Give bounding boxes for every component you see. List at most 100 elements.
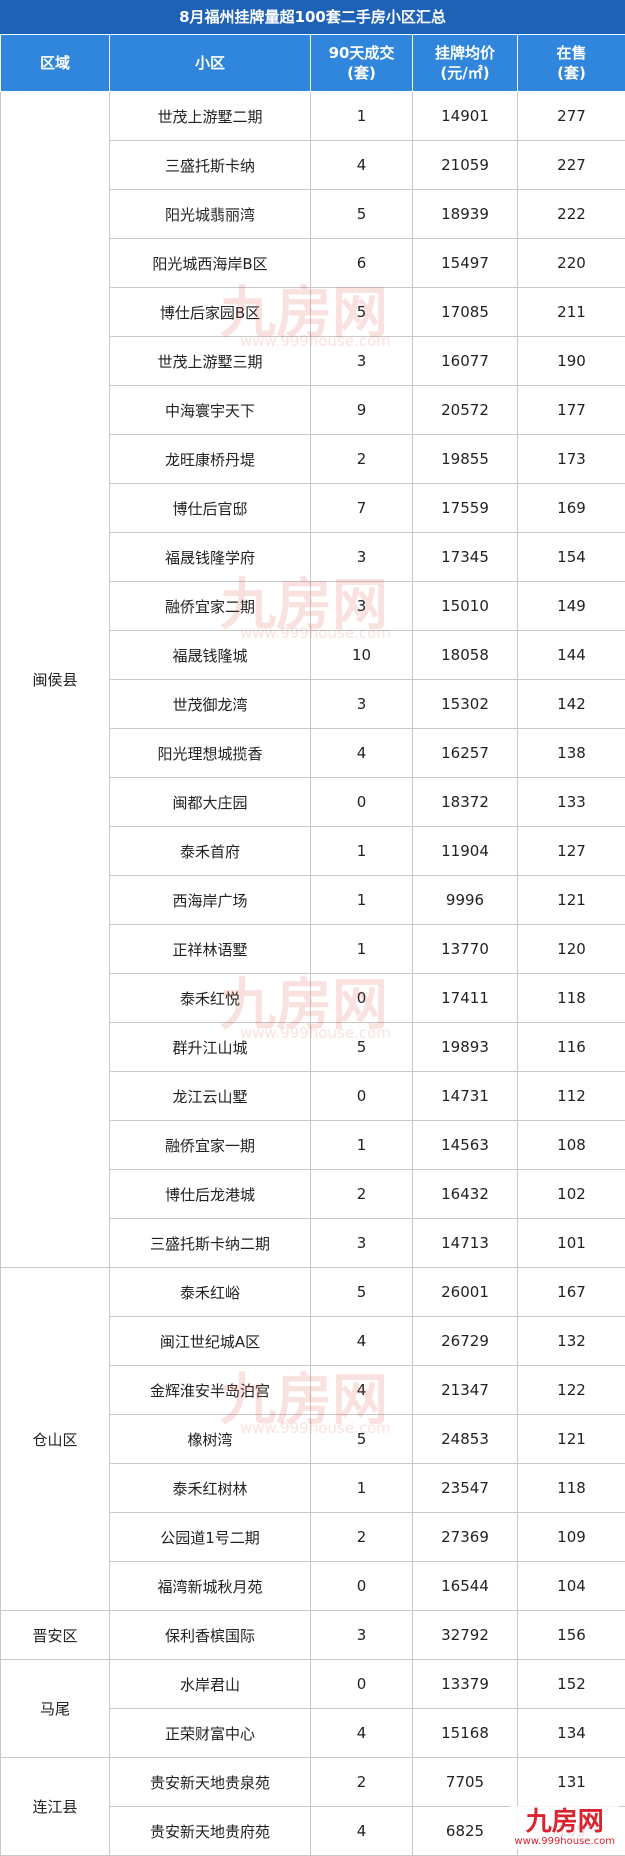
price-cell: 18939 bbox=[413, 190, 518, 239]
stock-cell: 108 bbox=[518, 1121, 625, 1170]
deals-cell: 0 bbox=[311, 1660, 413, 1709]
community-cell: 泰禾首府 bbox=[110, 827, 311, 876]
deals-cell: 5 bbox=[311, 190, 413, 239]
stock-cell: 109 bbox=[518, 1513, 625, 1562]
deals-cell: 3 bbox=[311, 337, 413, 386]
price-cell: 18058 bbox=[413, 631, 518, 680]
price-cell: 23547 bbox=[413, 1464, 518, 1513]
deals-cell: 7 bbox=[311, 484, 413, 533]
deals-cell: 1 bbox=[311, 827, 413, 876]
community-cell: 融侨宜家一期 bbox=[110, 1121, 311, 1170]
table-title: 8月福州挂牌量超100套二手房小区汇总 bbox=[0, 0, 625, 34]
stock-cell: 132 bbox=[518, 1317, 625, 1366]
price-cell: 19893 bbox=[413, 1023, 518, 1072]
stock-cell: 122 bbox=[518, 1366, 625, 1415]
deals-cell: 1 bbox=[311, 876, 413, 925]
deals-cell: 6 bbox=[311, 239, 413, 288]
community-cell: 龙旺康桥丹堤 bbox=[110, 435, 311, 484]
community-cell: 闽江世纪城A区 bbox=[110, 1317, 311, 1366]
logo-brand: 九房网 bbox=[514, 1808, 615, 1836]
stock-cell: 152 bbox=[518, 1660, 625, 1709]
region-cell: 晋安区 bbox=[1, 1611, 110, 1660]
community-cell: 福晟钱隆学府 bbox=[110, 533, 311, 582]
price-cell: 17085 bbox=[413, 288, 518, 337]
deals-cell: 5 bbox=[311, 1415, 413, 1464]
community-cell: 三盛托斯卡纳 bbox=[110, 141, 311, 190]
deals-cell: 0 bbox=[311, 1562, 413, 1611]
price-cell: 24853 bbox=[413, 1415, 518, 1464]
community-cell: 世茂上游墅二期 bbox=[110, 92, 311, 141]
community-cell: 泰禾红悦 bbox=[110, 974, 311, 1023]
community-cell: 贵安新天地贵府苑 bbox=[110, 1807, 311, 1856]
community-cell: 三盛托斯卡纳二期 bbox=[110, 1219, 311, 1268]
deals-cell: 4 bbox=[311, 141, 413, 190]
community-cell: 水岸君山 bbox=[110, 1660, 311, 1709]
community-cell: 阳光理想城揽香 bbox=[110, 729, 311, 778]
community-cell: 阳光城翡丽湾 bbox=[110, 190, 311, 239]
region-cell: 连江县 bbox=[1, 1758, 110, 1856]
deals-cell: 2 bbox=[311, 1513, 413, 1562]
deals-cell: 4 bbox=[311, 1807, 413, 1856]
stock-cell: 112 bbox=[518, 1072, 625, 1121]
region-cell: 仓山区 bbox=[1, 1268, 110, 1611]
stock-cell: 121 bbox=[518, 876, 625, 925]
deals-cell: 0 bbox=[311, 974, 413, 1023]
community-cell: 西海岸广场 bbox=[110, 876, 311, 925]
community-cell: 阳光城西海岸B区 bbox=[110, 239, 311, 288]
column-header: 小区 bbox=[110, 35, 311, 92]
community-cell: 金辉淮安半岛泊宫 bbox=[110, 1366, 311, 1415]
deals-cell: 0 bbox=[311, 778, 413, 827]
deals-cell: 5 bbox=[311, 1023, 413, 1072]
community-cell: 世茂御龙湾 bbox=[110, 680, 311, 729]
deals-cell: 5 bbox=[311, 1268, 413, 1317]
price-cell: 14713 bbox=[413, 1219, 518, 1268]
column-header: 挂牌均价 (元/㎡) bbox=[413, 35, 518, 92]
community-cell: 闽都大庄园 bbox=[110, 778, 311, 827]
community-cell: 博仕后龙港城 bbox=[110, 1170, 311, 1219]
stock-cell: 104 bbox=[518, 1562, 625, 1611]
community-cell: 博仕后家园B区 bbox=[110, 288, 311, 337]
price-cell: 15010 bbox=[413, 582, 518, 631]
community-cell: 正荣财富中心 bbox=[110, 1709, 311, 1758]
stock-cell: 222 bbox=[518, 190, 625, 239]
stock-cell: 101 bbox=[518, 1219, 625, 1268]
community-cell: 贵安新天地贵泉苑 bbox=[110, 1758, 311, 1807]
stock-cell: 116 bbox=[518, 1023, 625, 1072]
stock-cell: 134 bbox=[518, 1709, 625, 1758]
community-cell: 中海寰宇天下 bbox=[110, 386, 311, 435]
deals-cell: 4 bbox=[311, 1317, 413, 1366]
community-cell: 融侨宜家二期 bbox=[110, 582, 311, 631]
stock-cell: 211 bbox=[518, 288, 625, 337]
column-header: 90天成交 (套) bbox=[311, 35, 413, 92]
price-cell: 15168 bbox=[413, 1709, 518, 1758]
deals-cell: 2 bbox=[311, 1170, 413, 1219]
price-cell: 11904 bbox=[413, 827, 518, 876]
price-cell: 21347 bbox=[413, 1366, 518, 1415]
price-cell: 32792 bbox=[413, 1611, 518, 1660]
stock-cell: 118 bbox=[518, 974, 625, 1023]
logo-url: www.999house.com bbox=[514, 1836, 615, 1847]
stock-cell: 169 bbox=[518, 484, 625, 533]
price-cell: 27369 bbox=[413, 1513, 518, 1562]
deals-cell: 4 bbox=[311, 729, 413, 778]
stock-cell: 190 bbox=[518, 337, 625, 386]
stock-cell: 142 bbox=[518, 680, 625, 729]
price-cell: 18372 bbox=[413, 778, 518, 827]
stock-cell: 138 bbox=[518, 729, 625, 778]
deals-cell: 10 bbox=[311, 631, 413, 680]
column-header: 在售 (套) bbox=[518, 35, 625, 92]
stock-cell: 227 bbox=[518, 141, 625, 190]
price-cell: 14731 bbox=[413, 1072, 518, 1121]
community-cell: 正祥林语墅 bbox=[110, 925, 311, 974]
price-cell: 15497 bbox=[413, 239, 518, 288]
price-cell: 14901 bbox=[413, 92, 518, 141]
stock-cell: 156 bbox=[518, 1611, 625, 1660]
deals-cell: 3 bbox=[311, 533, 413, 582]
price-cell: 14563 bbox=[413, 1121, 518, 1170]
